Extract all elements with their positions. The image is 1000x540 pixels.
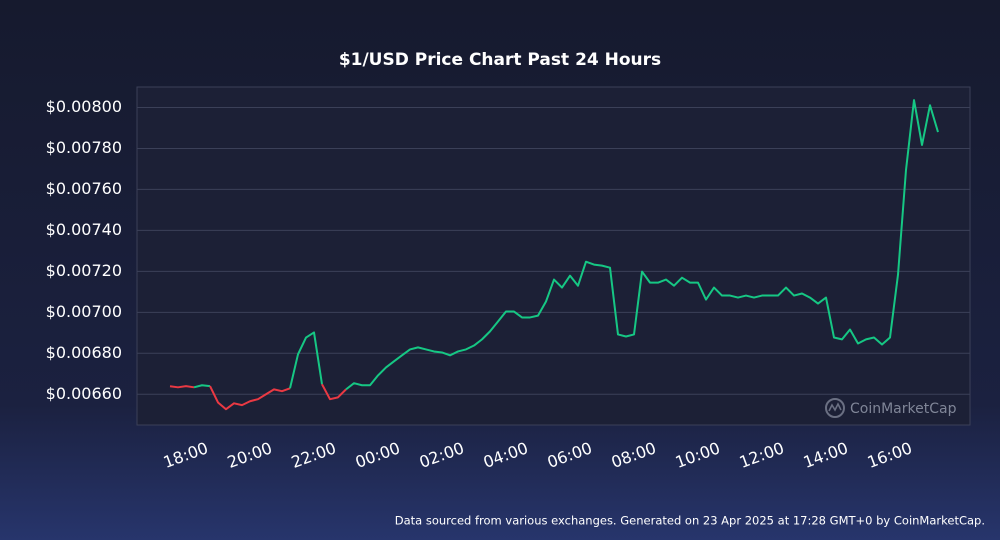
y-tick-label: $0.00760 [46, 179, 122, 198]
price-line [321, 383, 347, 401]
price-line [289, 331, 323, 389]
price-line [345, 99, 939, 391]
y-tick-label: $0.00680 [46, 343, 122, 362]
watermark: CoinMarketCap [850, 401, 957, 417]
price-line [209, 385, 291, 411]
watermark-logo [825, 398, 845, 418]
y-tick-label: $0.00780 [46, 138, 122, 157]
y-tick-label: $0.00740 [46, 220, 122, 239]
chart-title: $1/USD Price Chart Past 24 Hours [339, 50, 661, 70]
y-tick-label: $0.00700 [46, 302, 122, 321]
y-tick-label: $0.00660 [46, 384, 122, 403]
price-line [169, 385, 195, 389]
y-tick-label: $0.00800 [46, 97, 122, 116]
plot-area [136, 86, 971, 426]
footnote: Data sourced from various exchanges. Gen… [395, 514, 985, 528]
y-tick-label: $0.00720 [46, 261, 122, 280]
price-line [193, 384, 211, 389]
